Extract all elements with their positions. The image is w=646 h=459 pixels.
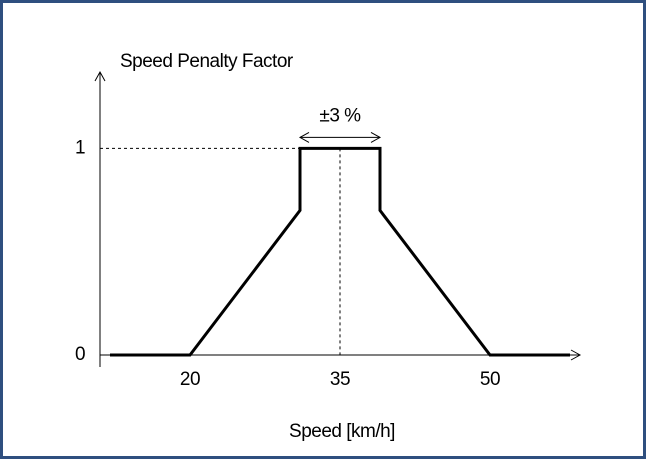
x-axis-arrow bbox=[570, 349, 582, 361]
y-axis-label: Speed Penalty Factor bbox=[120, 51, 294, 72]
y-axis-arrow bbox=[94, 70, 106, 82]
x-axis-label: Speed [km/h] bbox=[289, 421, 395, 442]
x-tick-label: 50 bbox=[480, 369, 500, 390]
y-tick-label: 1 bbox=[75, 137, 85, 158]
annotation-arrowhead bbox=[298, 131, 382, 143]
y-tick-label: 0 bbox=[75, 344, 85, 365]
x-tick-label: 20 bbox=[180, 369, 200, 390]
x-tick-label: 35 bbox=[330, 369, 350, 390]
annotation: ±3 % bbox=[319, 105, 361, 126]
